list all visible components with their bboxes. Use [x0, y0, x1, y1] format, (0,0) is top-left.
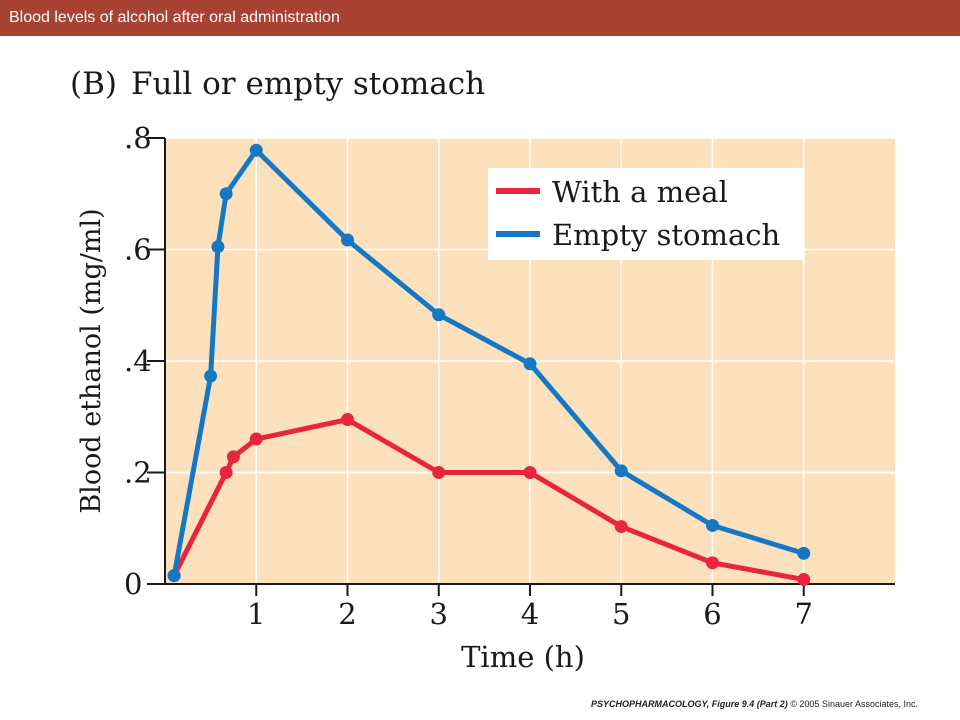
y-tick-label: .6: [124, 233, 152, 267]
y-axis-label: Blood ethanol (mg/ml): [76, 208, 107, 513]
x-ticks: [255, 584, 805, 596]
data-point-with-a-meal: [249, 432, 263, 446]
legend-label-empty-stomach: Empty stomach: [552, 218, 780, 252]
series-group: [167, 143, 811, 587]
y-tick-label: .2: [124, 456, 152, 490]
legend-background: [488, 168, 804, 260]
slide-title: Blood levels of alcohol after oral admin…: [9, 9, 340, 26]
data-point-empty-stomach: [797, 546, 811, 560]
data-point-empty-stomach: [204, 369, 218, 383]
data-point-empty-stomach: [523, 357, 537, 371]
data-point-empty-stomach: [167, 569, 181, 583]
legend: With a meal Empty stomach: [488, 168, 804, 260]
data-point-empty-stomach: [706, 518, 719, 532]
figure-credit: PSYCHOPHARMACOLOGY, Figure 9.4 (Part 2) …: [591, 699, 918, 709]
data-point-with-a-meal: [341, 413, 354, 427]
data-point-empty-stomach: [432, 308, 446, 322]
y-tick-label: .8: [124, 121, 152, 155]
data-point-with-a-meal: [432, 466, 446, 479]
data-point-with-a-meal: [226, 450, 240, 464]
data-point-empty-stomach: [249, 143, 263, 157]
data-point-with-a-meal: [219, 466, 233, 479]
credit-label: PSYCHOPHARMACOLOGY, Figure 9.4 (Part 2): [591, 699, 788, 709]
x-tick-label: 7: [795, 597, 813, 631]
figure-heading: (B) Full or empty stomach: [70, 66, 485, 102]
series-line-with-a-meal: [171, 417, 807, 583]
data-point-empty-stomach: [341, 233, 354, 247]
x-tick-label: 2: [338, 597, 356, 631]
x-tick-label: 5: [612, 597, 630, 631]
data-point-with-a-meal: [614, 520, 628, 534]
y-tick-label: 0: [124, 567, 142, 601]
x-tick-label: 6: [703, 597, 721, 631]
data-point-with-a-meal: [797, 573, 811, 587]
x-tick-label: 4: [521, 597, 539, 631]
data-point-empty-stomach: [219, 187, 233, 201]
x-tick-label: 1: [247, 597, 265, 631]
y-tick-label: .4: [124, 344, 152, 378]
credit-copyright: © 2005 Sinauer Associates, Inc.: [790, 699, 918, 709]
data-point-with-a-meal: [523, 466, 537, 479]
data-point-empty-stomach: [614, 464, 628, 478]
x-tick-label: 3: [430, 597, 448, 631]
data-point-with-a-meal: [706, 556, 719, 570]
chart-title: Full or empty stomach: [130, 66, 486, 102]
x-axis-label: Time (h): [461, 640, 585, 674]
y-ticks: [147, 137, 165, 585]
data-point-empty-stomach: [211, 240, 225, 254]
legend-label-with-a-meal: With a meal: [552, 175, 728, 209]
panel-label: (B): [70, 66, 117, 102]
x-tick-labels: 1 2 3 4 5 6 7: [247, 597, 813, 631]
title-bar: Blood levels of alcohol after oral admin…: [0, 0, 960, 36]
y-tick-labels: 0 .2 .4 .6 .8: [124, 121, 152, 601]
